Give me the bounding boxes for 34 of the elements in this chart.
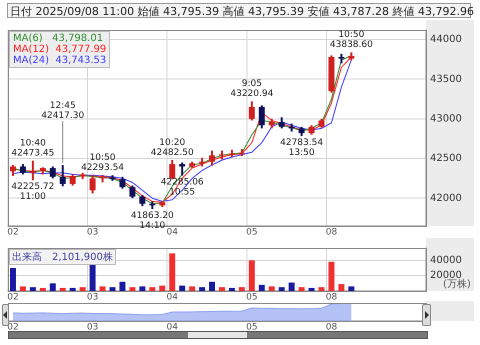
x-tick-label: 08 [326, 292, 338, 303]
chart-title: 出来高 2,101,900株 [9, 249, 116, 265]
annotation: 9:05 43220.94 [230, 79, 274, 100]
text: MA(6) 43,798.01 [13, 33, 104, 44]
annotation: 42783.54 13:50 [280, 138, 324, 158]
text: MA(12) 43,777.99 [13, 44, 106, 55]
x-tick-label: 08 [326, 322, 338, 333]
annotation: 10:40 42473.45 [11, 138, 54, 158]
x-tick-label: 04 [166, 322, 178, 333]
annotation: 10:50 42293.54 [81, 152, 124, 173]
y-tick-label: 40000 [430, 254, 462, 266]
y-tick-label: 42500 [430, 153, 462, 164]
chart-title: 日付 2025/09/08 11:00 始値 43,795.39 高値 43,795.39 安値 43,787.28 終値 43,792.96 [7, 3, 474, 18]
x-tick-label: 05 [246, 228, 258, 238]
text: MA(24) 43,743.53 [13, 55, 106, 66]
y-axis-title: (万株) [443, 278, 471, 291]
x-tick-label: 04 [166, 292, 178, 303]
y-tick-label: 42000 [430, 192, 462, 204]
annotation: 12:45 42417.30 [41, 100, 84, 121]
x-tick-label: 05 [246, 322, 258, 333]
x-tick-label: 03 [86, 292, 98, 303]
x-tick-label: 02 [7, 228, 19, 238]
x-tick-label: 05 [246, 292, 258, 303]
y-tick-label: 43000 [430, 113, 462, 124]
y-tick-label: 43500 [430, 74, 462, 85]
annotation: 10:50 43838.60 [330, 30, 374, 50]
x-tick-label: 03 [86, 228, 98, 238]
annotation: 10:20 42482.50 [150, 138, 194, 158]
x-tick-label: 03 [86, 322, 98, 333]
annotation: 42225.72 11:00 [11, 182, 54, 202]
y-tick-label: 44000 [430, 34, 462, 46]
x-tick-label: 02 [7, 322, 19, 333]
x-tick-label: 02 [7, 292, 19, 303]
x-tick-label: 08 [326, 228, 338, 238]
